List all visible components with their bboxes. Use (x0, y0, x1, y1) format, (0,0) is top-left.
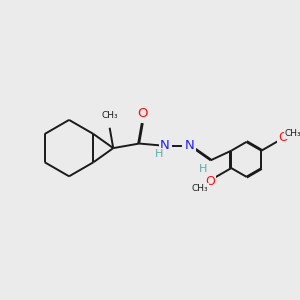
Text: O: O (137, 107, 148, 120)
Text: CH₃: CH₃ (284, 129, 300, 138)
Text: CH₃: CH₃ (191, 184, 208, 193)
Text: O: O (205, 175, 215, 188)
Text: CH₃: CH₃ (101, 111, 118, 120)
Text: O: O (278, 131, 288, 144)
Text: N: N (185, 139, 195, 152)
Text: H: H (154, 149, 163, 159)
Text: N: N (160, 139, 169, 152)
Text: H: H (199, 164, 207, 174)
